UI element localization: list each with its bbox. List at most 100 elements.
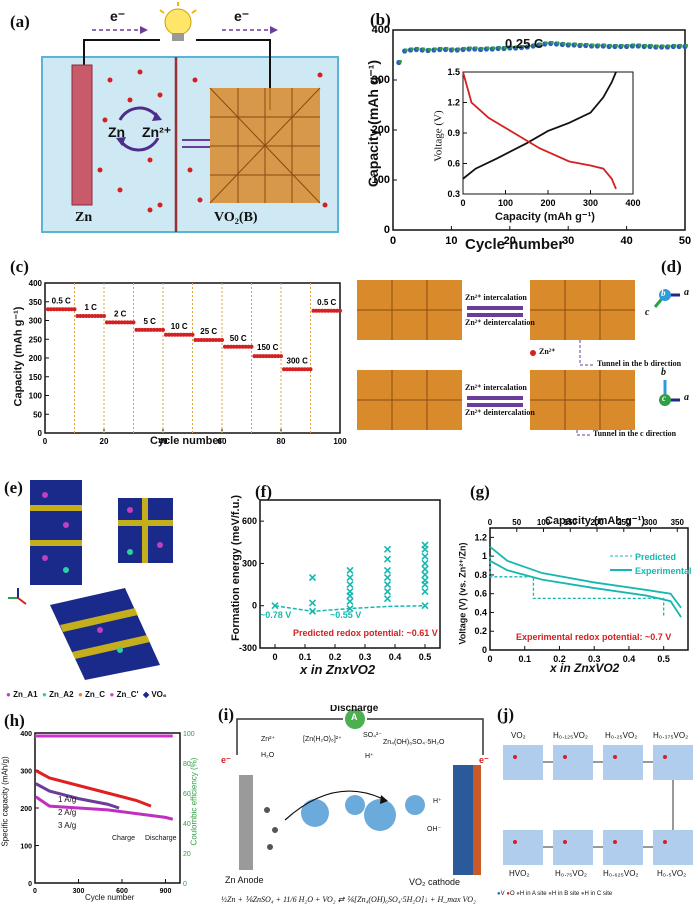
y-tick-label: 200 bbox=[29, 354, 43, 363]
cycle-point-green bbox=[538, 42, 543, 46]
rate-label: 5 C bbox=[143, 317, 156, 326]
rate-point bbox=[131, 320, 136, 325]
cycle-point-green bbox=[492, 46, 496, 50]
cycle-point-green bbox=[544, 41, 548, 45]
axis-icon-b bbox=[653, 289, 680, 308]
cycle-point-green bbox=[439, 46, 443, 51]
rate-point bbox=[78, 314, 83, 318]
rate-point bbox=[243, 344, 248, 349]
cycle-point-green bbox=[673, 43, 677, 48]
rate-point bbox=[193, 338, 198, 342]
rate-point bbox=[161, 327, 165, 332]
i-ammeter-label: A bbox=[351, 712, 358, 722]
rate-point bbox=[134, 327, 139, 332]
x-tick-label: 30 bbox=[562, 235, 574, 247]
cycle-point-green bbox=[533, 43, 537, 47]
i-equation: ½Zn + ⅙ZnSO₄ + 11/6 H₂O + VO₂ ⇄ ⅙[Zn₄(OH… bbox=[221, 895, 476, 904]
rate-label: 0.5 C bbox=[317, 298, 336, 307]
energy-point bbox=[346, 597, 354, 606]
axis-a-label-1: a bbox=[684, 287, 689, 298]
cycle-point-green bbox=[591, 43, 595, 47]
i-eminus-right: e⁻ bbox=[479, 755, 489, 765]
rate-point bbox=[317, 308, 322, 313]
cycle-curve-1-A-g bbox=[35, 769, 152, 808]
energy-point bbox=[421, 541, 429, 549]
j-top-2: H₀.₂₅VO₂ bbox=[605, 731, 638, 740]
y-tick-label: 0 bbox=[252, 601, 257, 611]
y-tick-label: 250 bbox=[29, 335, 43, 344]
x-tick-label: 0 bbox=[33, 888, 37, 895]
energy-point bbox=[383, 588, 392, 596]
cycle-point-green bbox=[573, 42, 578, 46]
legend-zna1: Zn_A1 bbox=[13, 690, 38, 699]
cycle-point-green bbox=[644, 43, 648, 48]
rate-point bbox=[246, 344, 251, 349]
rate-point bbox=[228, 344, 233, 349]
rate-point bbox=[51, 307, 56, 312]
cycle-point-green bbox=[451, 47, 455, 51]
rate-label: 25 C bbox=[200, 327, 217, 336]
x-tick-label: 0.1 bbox=[299, 652, 312, 662]
rate-point bbox=[152, 327, 157, 332]
rate-point bbox=[163, 332, 168, 337]
zn-legend: Zn²⁺ bbox=[539, 347, 556, 356]
panel-i: (i) Discharge A e⁻ e⁻ Zn²⁺ [Zn(H₂O)₆]²⁺ … bbox=[215, 705, 495, 913]
y-tick-label: 1.5 bbox=[447, 67, 460, 77]
rate-point bbox=[338, 308, 342, 313]
x-tick-label: 80 bbox=[277, 437, 286, 446]
rate-point bbox=[196, 338, 201, 342]
rate-point bbox=[296, 367, 301, 372]
h-rate2: 2 A/g bbox=[58, 808, 77, 817]
rate-point bbox=[281, 367, 286, 372]
energy-point bbox=[308, 599, 317, 607]
x-tick-label: 600 bbox=[116, 888, 128, 895]
plot-frame bbox=[489, 527, 689, 651]
rate-point bbox=[107, 320, 112, 325]
j-legend-hc: H in C site bbox=[584, 891, 613, 897]
h-rate3: 3 A/g bbox=[58, 821, 77, 830]
g-ann: Experimental redox potential: ~0.7 V bbox=[516, 632, 672, 642]
x-tick-label: 0 bbox=[487, 654, 492, 664]
y-tick-label: 0.6 bbox=[474, 589, 487, 599]
j-top-3: H₀.₃₇₅VO₂ bbox=[653, 731, 689, 740]
intercalation-label-1: Zn²⁺ intercalation bbox=[465, 293, 527, 302]
legend-vo6: VO₆ bbox=[151, 690, 167, 699]
cycle-point-green bbox=[398, 59, 402, 64]
rate-point bbox=[249, 344, 254, 349]
inset-curve-charge bbox=[462, 71, 617, 180]
y-tick-label: 0.3 bbox=[447, 189, 460, 199]
rate-point bbox=[290, 367, 295, 372]
y2-tick-label: 80 bbox=[183, 761, 191, 768]
rate-point bbox=[208, 338, 213, 342]
top-tick-label: 100 bbox=[537, 518, 551, 527]
rate-point bbox=[119, 320, 124, 325]
x-tick-label: 0.5 bbox=[657, 654, 670, 664]
panel-e: (e) bbox=[0, 470, 205, 680]
rate-point bbox=[93, 314, 98, 318]
cycle-point-green bbox=[527, 44, 531, 48]
cycle-point-green bbox=[509, 45, 513, 49]
rate-point bbox=[175, 332, 180, 337]
rate-point bbox=[267, 354, 272, 359]
rate-point bbox=[211, 338, 216, 342]
y-tick-label: 0 bbox=[482, 645, 487, 655]
rate-point bbox=[287, 367, 292, 372]
tunnel-b-label: Tunnel in the b direction bbox=[597, 359, 682, 368]
energy-point bbox=[383, 581, 392, 589]
energy-point bbox=[383, 573, 392, 582]
rate-point bbox=[66, 307, 71, 312]
rate-point bbox=[181, 332, 186, 337]
rate-point bbox=[199, 338, 204, 342]
energy-point bbox=[421, 565, 429, 573]
top-tick-label: 250 bbox=[617, 518, 631, 527]
rate-point bbox=[205, 338, 210, 342]
x-tick-label: 0.5 bbox=[419, 652, 432, 662]
rate-point bbox=[258, 354, 263, 359]
panel-label-d: (d) bbox=[661, 257, 682, 276]
f-ann2: ~0.55 V bbox=[330, 610, 362, 620]
f-ylabel: Formation energy (meV/f.u.) bbox=[230, 494, 243, 642]
j-legend-hb: H in B site bbox=[551, 891, 580, 897]
cycle-point-green bbox=[562, 41, 566, 46]
cycle-point-green bbox=[597, 43, 601, 47]
chart-b-cycling: 0 10 20 30 40 50 0 100 200 300 400 0 100 200 300 400 0.3… bbox=[372, 24, 691, 247]
